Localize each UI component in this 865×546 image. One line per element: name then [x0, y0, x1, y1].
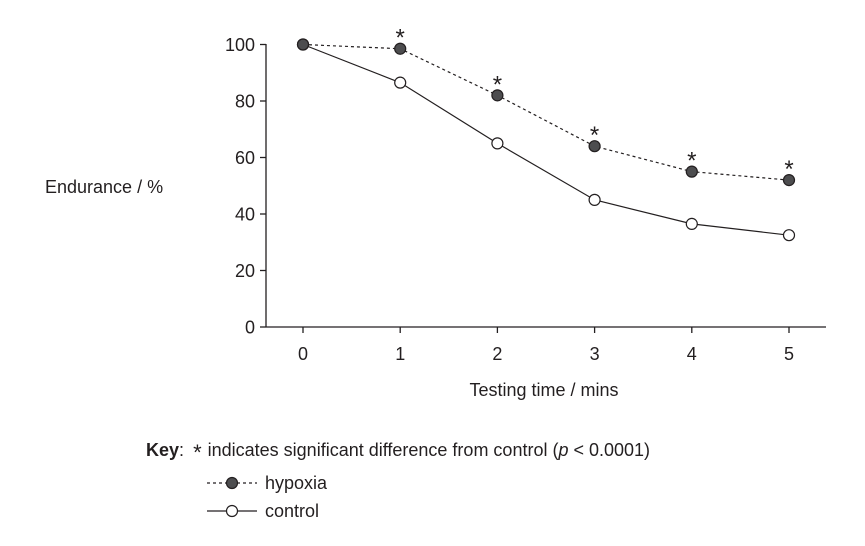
data-point-hypoxia — [491, 89, 504, 102]
y-tick-label: 20 — [235, 261, 255, 281]
axes: 0 20 40 60 80 100 0 1 2 3 4 5 — [225, 35, 826, 364]
key-title: Key — [146, 440, 180, 460]
x-tick-label: 2 — [492, 344, 502, 364]
hypoxia-legend-swatch — [207, 476, 257, 490]
key-note: Key: * indicates significant difference f… — [146, 438, 650, 466]
data-point-control — [588, 193, 601, 206]
significance-star: * — [590, 122, 599, 149]
series-layer: * * * * * — [296, 25, 796, 242]
significance-star: * — [396, 25, 405, 52]
key-p-value: < 0.0001) — [568, 440, 651, 460]
data-point-control — [394, 76, 407, 89]
data-point-control — [685, 217, 698, 230]
legend-label-hypoxia: hypoxia — [265, 473, 328, 493]
legend: Key: * indicates significant difference f… — [146, 438, 650, 520]
y-tick-label: 100 — [225, 35, 255, 55]
y-tick-label: 0 — [245, 318, 255, 338]
x-axis-label: Testing time / mins — [469, 380, 618, 400]
legend-item-control: control — [205, 500, 319, 522]
significance-star: * — [687, 148, 696, 175]
y-tick-label: 60 — [235, 148, 255, 168]
x-tick-label: 3 — [590, 344, 600, 364]
x-tick-label: 0 — [298, 344, 308, 364]
x-tick-label: 5 — [784, 344, 794, 364]
line-chart: 0 20 40 60 80 100 0 1 2 3 4 5 * * * * * Endurance / % T… — [45, 25, 826, 400]
data-point-control — [491, 137, 504, 150]
key-colon: : — [179, 440, 185, 460]
y-axis-label: Endurance / % — [45, 177, 163, 197]
data-point-hypoxia — [782, 174, 796, 187]
y-tick-label: 40 — [235, 205, 255, 225]
x-tick-label: 4 — [687, 344, 697, 364]
legend-label-control: control — [265, 501, 320, 521]
legend-item-hypoxia: hypoxia — [205, 472, 327, 494]
control-legend-swatch — [207, 504, 257, 518]
x-tick-label: 1 — [395, 344, 405, 364]
data-point-control — [782, 229, 796, 242]
key-note-text: indicates significant difference from co… — [207, 440, 559, 460]
data-point-hypoxia — [394, 42, 407, 55]
significance-star: * — [493, 71, 502, 98]
series-line-control — [302, 43, 790, 236]
y-tick-label: 80 — [235, 92, 255, 112]
significance-star: * — [784, 156, 793, 183]
key-star-symbol: * — [193, 440, 202, 465]
key-p-symbol: p — [558, 440, 569, 460]
data-point-hypoxia — [588, 140, 601, 153]
series-line-hypoxia — [302, 43, 790, 181]
data-point-hypoxia — [685, 165, 698, 178]
data-point-hypoxia — [296, 38, 310, 51]
